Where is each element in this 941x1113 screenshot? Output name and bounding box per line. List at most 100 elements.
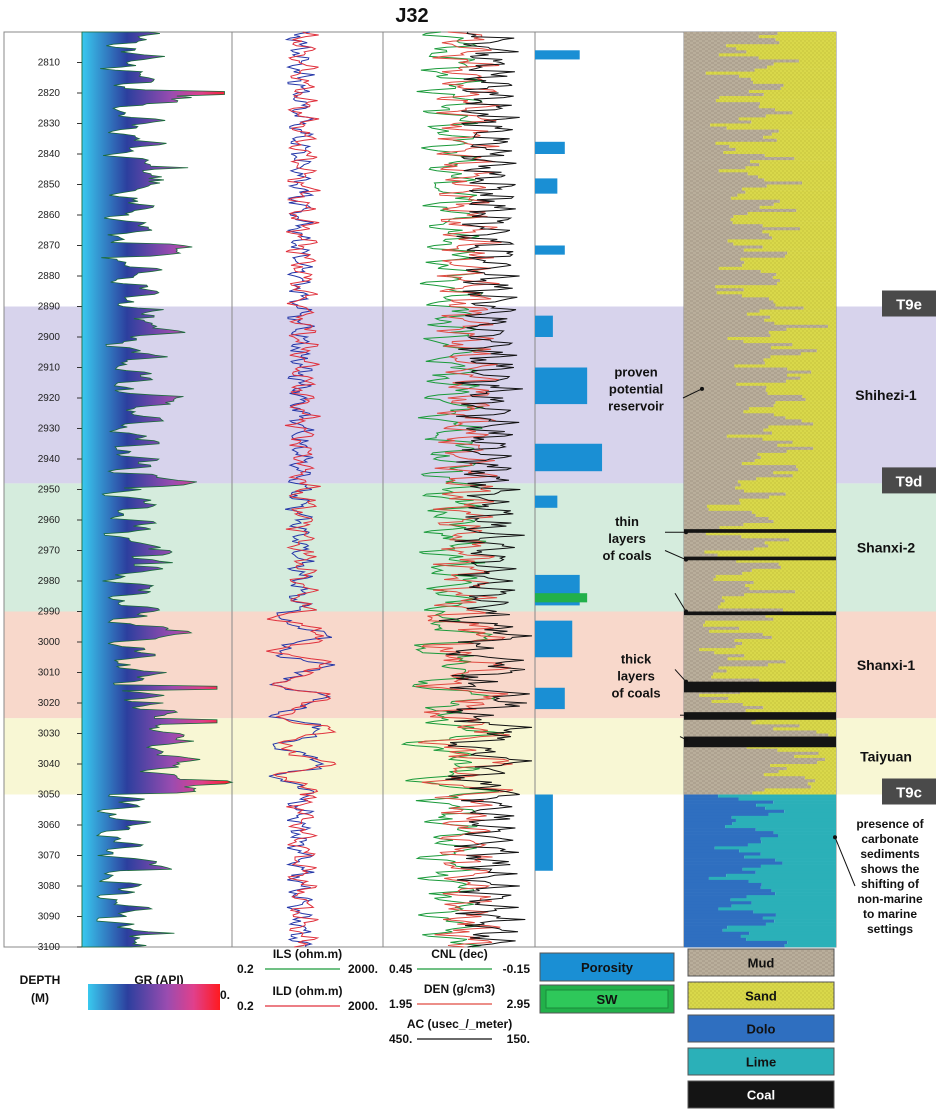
lith-mud [684,99,716,103]
lith-sand [786,449,836,454]
depth-tick-label: 2840 [38,149,61,160]
lith-mud [684,602,721,606]
carbonate-arrow [834,837,856,887]
lith-mud [684,193,738,197]
lith-lime [746,895,836,899]
depth-tick-label: 2830 [38,119,61,130]
lith-mud [684,300,774,304]
lith-mud [684,764,771,768]
lith-mud [684,465,797,469]
legend-gr-colorbar [88,984,220,1010]
lith-mud [684,635,772,640]
lith-mud [684,315,771,319]
lith-sand [748,407,836,411]
ild-curve [266,31,337,948]
lith-dolo [684,806,766,811]
lith-mud [684,230,763,234]
lith-sand [763,428,836,432]
lith-sand [723,150,836,155]
legend-ild-min: 0.2 [237,999,254,1013]
lith-sand [727,657,836,661]
lith-mud [684,263,743,268]
lith-mud [684,169,719,173]
lith-mud [684,504,707,509]
depth-tick-label: 3000 [38,637,61,648]
lith-sand [760,269,836,274]
lith-dolo [684,928,723,933]
annotation-thin-coals: thin layers of coals [602,514,651,563]
lith-sand [718,266,836,271]
lith-mud [684,523,744,527]
lith-mud [684,666,719,670]
lith-mud [684,577,714,582]
thin-coal-arrow-2 [664,550,687,561]
lith-sand [798,468,836,472]
boundary-box [882,467,936,494]
lith-mud [684,727,774,731]
lith-sand [792,440,836,445]
boundary-marker-T9d: T9d [882,467,936,494]
lith-sand [746,50,836,54]
lith-mud [684,306,804,310]
lith-mud [684,373,787,377]
lith-sand [779,279,836,283]
lith-lime [775,913,836,917]
lith-mud [684,93,764,97]
lith-mud [684,730,817,734]
depth-tick-label: 2990 [38,607,61,618]
legend-sw-label: SW [597,992,619,1007]
lith-sand [767,663,836,667]
lith-lime [730,898,836,902]
depth-tick-label: 2950 [38,485,61,496]
lith-sand [739,690,836,695]
lith-mud [684,407,749,411]
lith-mud [684,32,778,36]
lith-mud [684,483,741,487]
lith-mud [684,443,778,448]
lith-sand [754,68,836,72]
lith-mud [684,416,786,420]
lith-dolo [684,889,772,893]
lith-sand [804,776,836,780]
depth-tick-label: 2900 [38,332,61,343]
lith-mud [684,254,785,258]
lith-sand [762,224,836,228]
lith-sand [736,47,836,51]
lith-sand [786,327,836,332]
lith-sand [751,510,836,515]
lith-mud [684,477,757,481]
lith-mud [684,745,747,750]
lith-dolo [684,907,719,911]
lith-mud [684,83,784,88]
lith-mud [684,44,727,48]
den-curve [415,31,514,948]
lith-mud [684,343,793,347]
lith-sand [762,245,836,249]
lith-sand [787,367,836,371]
lith-lime [777,834,836,838]
annotation-carbonate-line: settings [867,922,913,936]
lith-mud [684,709,746,713]
lith-mud [684,733,829,737]
lith-dolo [684,825,726,829]
lith-mud [684,376,801,380]
lith-sand [778,770,836,774]
lith-mud [684,394,803,399]
lith-mud [684,266,719,271]
lith-mud [684,71,706,75]
lith-sand [765,388,836,393]
lith-mud [684,349,817,353]
lith-sand [740,257,836,262]
lith-mud [684,419,802,423]
lith-mud [684,398,806,402]
lith-sand [795,590,836,594]
lith-mud [684,56,759,60]
lith-sand [755,718,836,722]
annotation-carbonate-line: sediments [860,847,920,861]
lith-sand [778,562,836,567]
lith-mud [684,172,748,176]
lith-mud [684,593,745,597]
lith-sand [759,102,836,106]
lith-sand [780,86,836,91]
lith-mud [684,699,712,704]
